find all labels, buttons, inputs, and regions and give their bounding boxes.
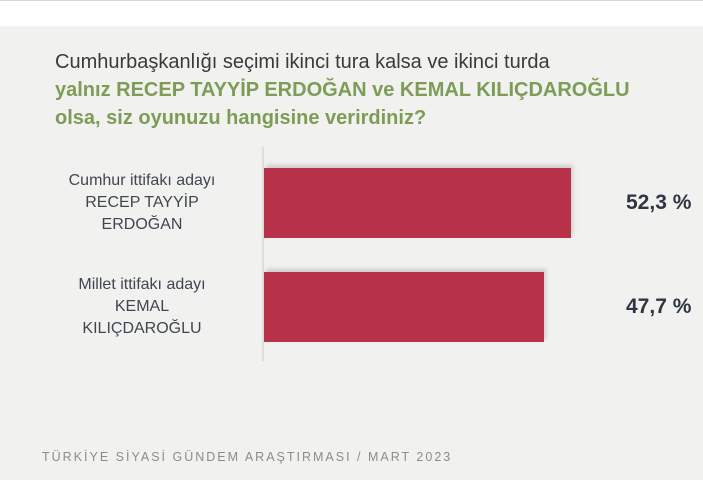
category-label-line: ERDOĞAN (101, 216, 183, 233)
category-label-line: Millet ittifakı adayı (78, 276, 206, 293)
source-caption: TÜRKİYE SİYASİ GÜNDEM ARAŞTIRMASI / MART… (42, 450, 453, 464)
title-line-1: Cumhurbaşkanlığı seçimi ikinci tura kals… (55, 51, 550, 73)
bar-chart: Cumhur ittifakı adayı RECEP TAYYİP ERDOĞ… (0, 147, 691, 361)
bar-row-erdogan: 52,3 % (264, 168, 691, 238)
chart-panel: Cumhurbaşkanlığı seçimi ikinci tura kals… (0, 26, 703, 480)
bars-area: 52,3 % 47,7 % (262, 147, 691, 361)
title-line-2: yalnız RECEP TAYYİP ERDOĞAN ve KEMAL KIL… (55, 79, 630, 101)
bottom-white-strip (0, 480, 703, 497)
category-label-line: KILIÇDAROĞLU (82, 320, 202, 337)
bar-track (264, 168, 616, 238)
bar-erdogan (264, 168, 571, 238)
bar-kilicdaroglu (264, 272, 544, 342)
category-label-kilicdaroglu: Millet ittifakı adayı KEMAL KILIÇDAROĞLU (42, 272, 242, 342)
category-label-line: Cumhur ittifakı adayı (68, 172, 216, 189)
value-label-kilicdaroglu: 47,7 % (626, 295, 692, 318)
category-label-line: KEMAL (114, 298, 170, 315)
title-line-3: olsa, siz oyunuzu hangisine verirdiniz? (55, 107, 427, 129)
top-white-strip (0, 0, 703, 26)
bar-track (264, 272, 616, 342)
bar-row-kilicdaroglu: 47,7 % (264, 272, 691, 342)
category-label-line: RECEP TAYYİP (85, 194, 199, 211)
value-label-erdogan: 52,3 % (626, 191, 692, 214)
chart-title: Cumhurbaşkanlığı seçimi ikinci tura kals… (55, 48, 680, 132)
category-label-erdogan: Cumhur ittifakı adayı RECEP TAYYİP ERDOĞ… (42, 168, 242, 238)
category-labels: Cumhur ittifakı adayı RECEP TAYYİP ERDOĞ… (0, 147, 262, 361)
